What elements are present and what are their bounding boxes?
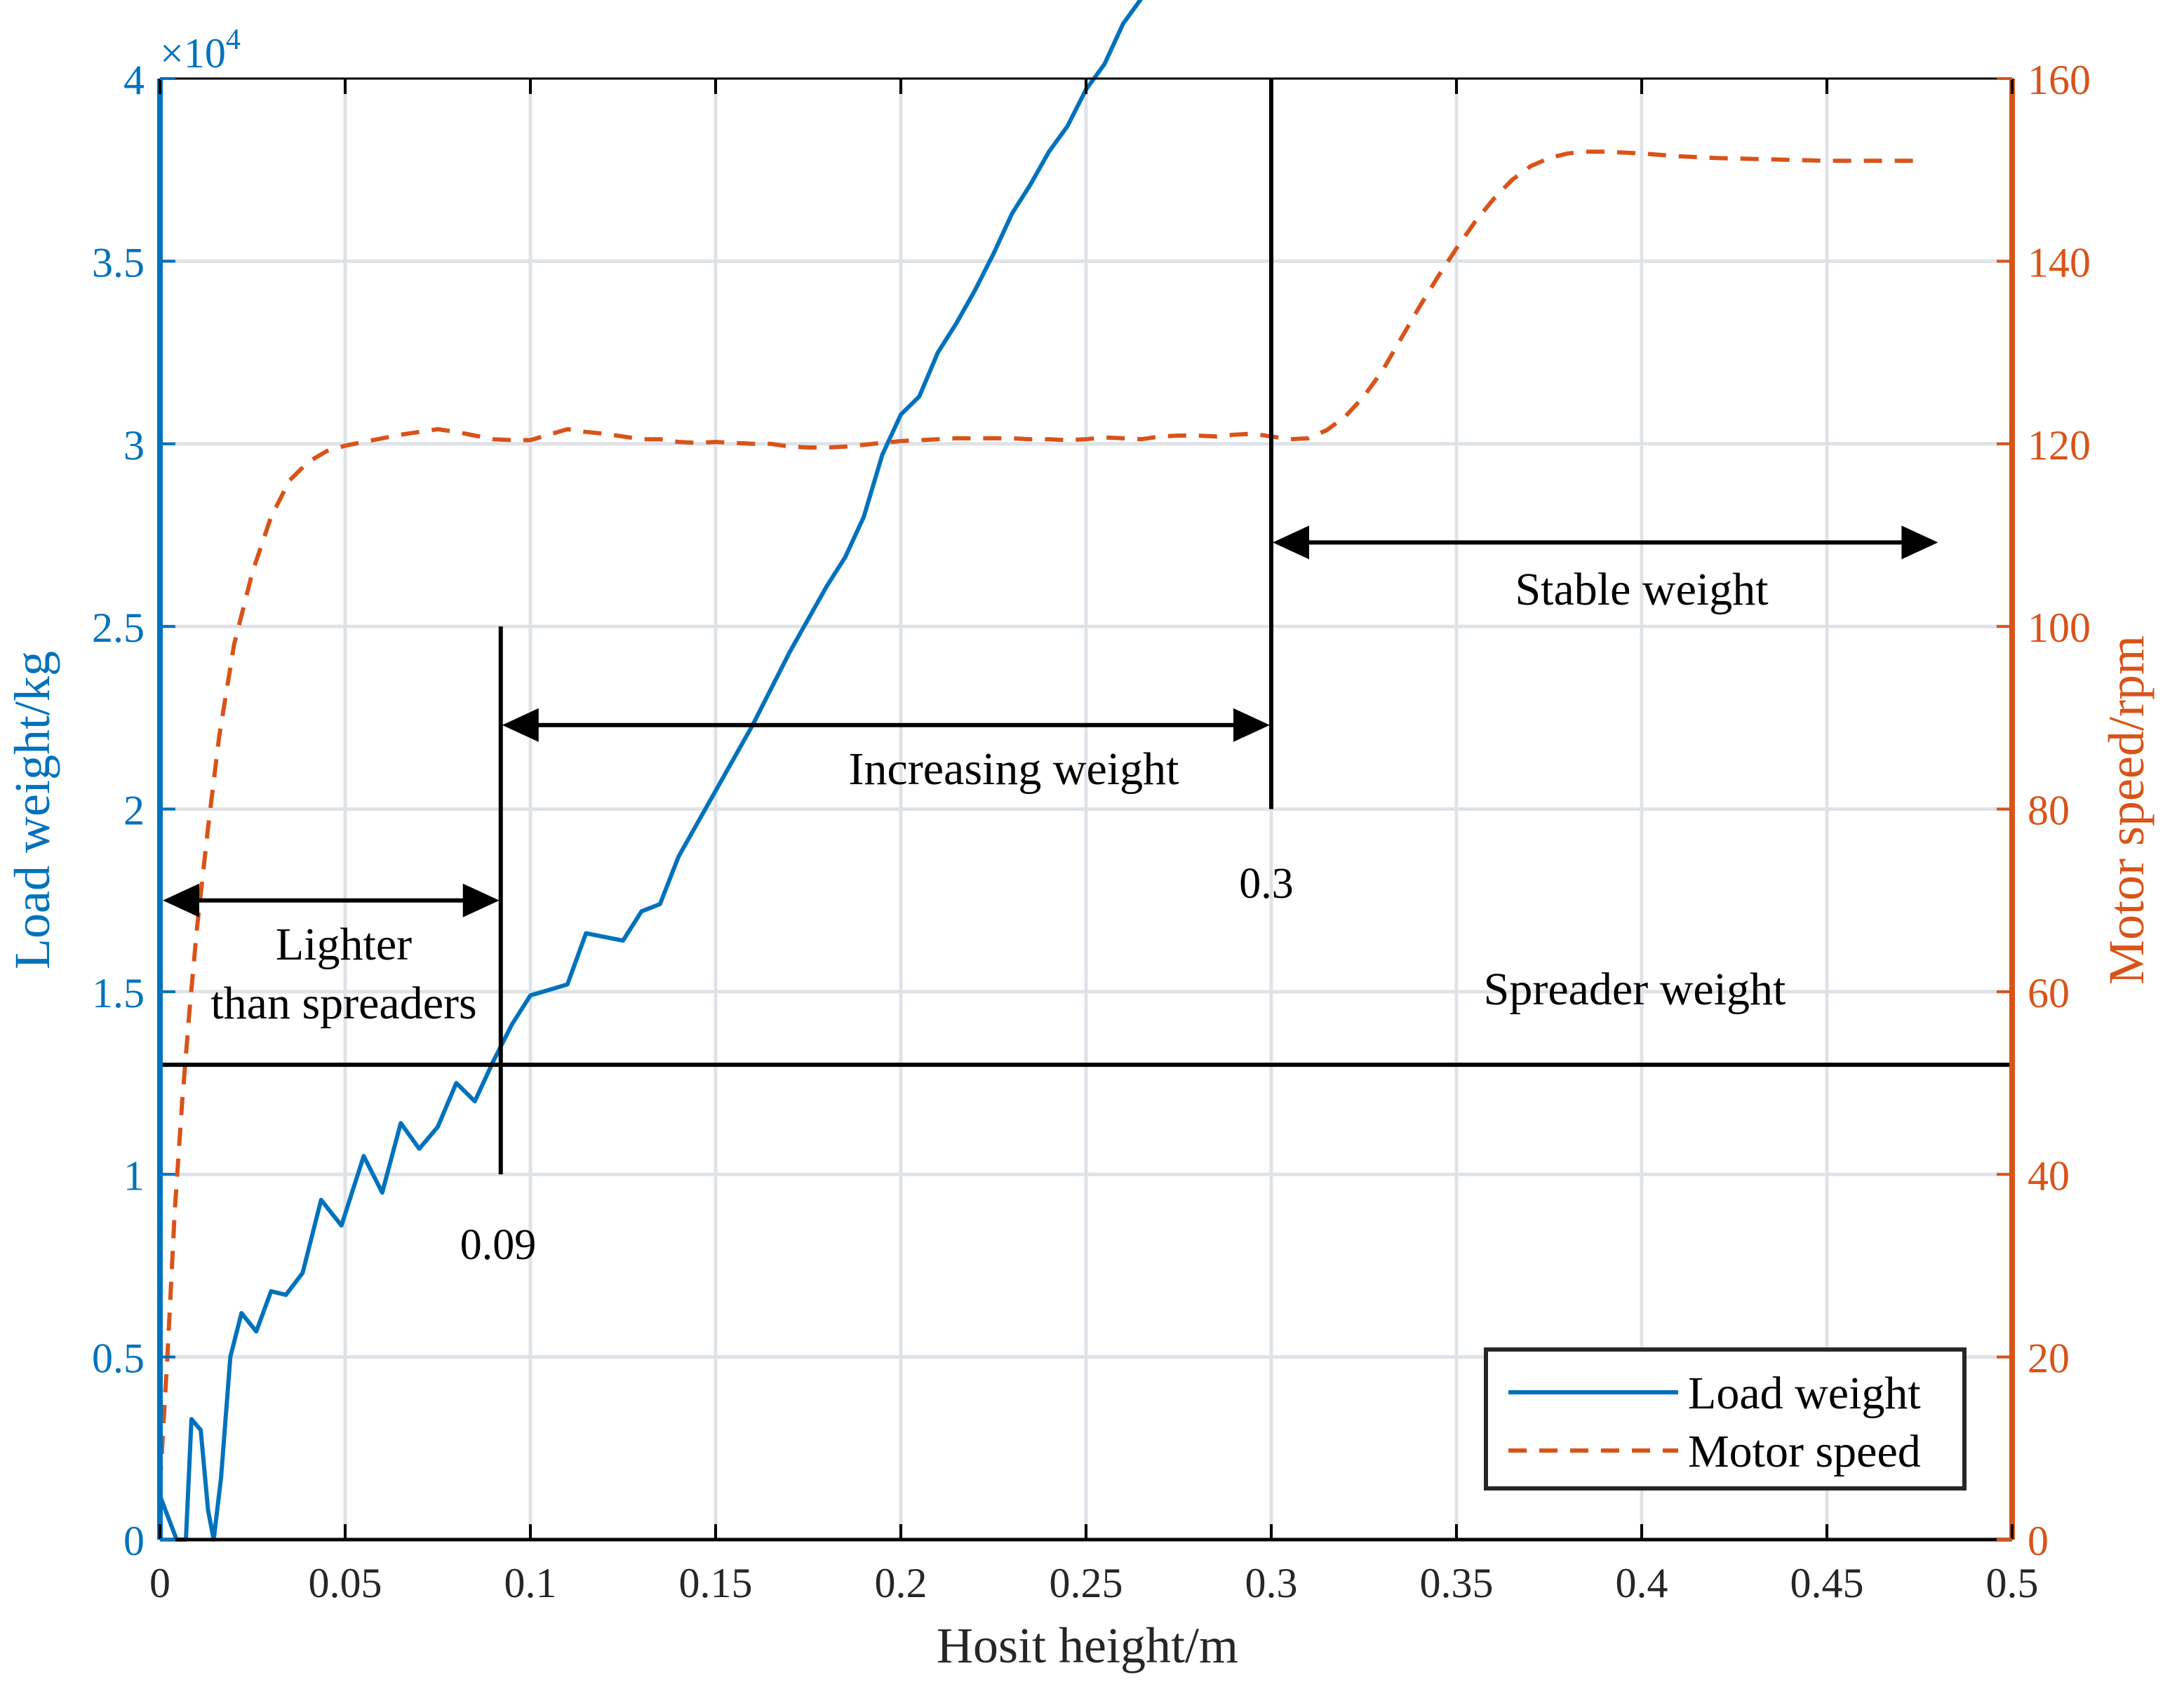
x-tick-label: 0.1 bbox=[504, 1560, 557, 1606]
y-left-tick-label: 3 bbox=[123, 422, 145, 469]
y-left-tick-label: 1 bbox=[123, 1152, 145, 1199]
x-tick-label: 0.15 bbox=[679, 1560, 753, 1606]
legend-box bbox=[1484, 1347, 1967, 1491]
marker-03-label: 0.3 bbox=[1239, 860, 1294, 908]
y-left-tick-label: 2 bbox=[123, 788, 145, 834]
lighter-label-line2: than spreaders bbox=[210, 978, 476, 1029]
increasing-arrow-head-left bbox=[502, 708, 539, 742]
y-left-tick-label: 1.5 bbox=[92, 970, 145, 1016]
increasing-weight-label: Increasing weight bbox=[849, 743, 1179, 795]
legend-motor-speed-label: Motor speed bbox=[1688, 1426, 1921, 1477]
legend: Load weight Motor speed bbox=[1484, 1347, 1967, 1491]
y-right-tick-label: 40 bbox=[2028, 1152, 2070, 1199]
lighter-arrow bbox=[163, 883, 500, 917]
x-tick-label: 0.45 bbox=[1790, 1560, 1864, 1606]
x-tick-label: 0.05 bbox=[309, 1560, 382, 1606]
y-axis-left-title: Load weight/kg bbox=[4, 651, 60, 969]
y-left-tick-label: 0 bbox=[123, 1518, 145, 1564]
stable-arrow-head-right bbox=[1901, 525, 1938, 560]
x-tick-label: 0.2 bbox=[875, 1560, 927, 1606]
y-right-tick-label: 100 bbox=[2028, 605, 2091, 651]
load-weight-series bbox=[158, 0, 1144, 1542]
lighter-arrow-head-left bbox=[163, 883, 199, 917]
annotations-layer bbox=[158, 79, 2012, 1175]
legend-load-weight-label: Load weight bbox=[1688, 1368, 1921, 1419]
y-left-tick-label: 4 bbox=[123, 57, 145, 103]
series-layer bbox=[158, 0, 1920, 1542]
stable-arrow bbox=[1273, 525, 1938, 560]
y-right-tick-label: 0 bbox=[2028, 1518, 2049, 1564]
lighter-label-line1: Lighter bbox=[276, 919, 412, 970]
increasing-arrow bbox=[502, 708, 1270, 742]
x-tick-label: 0 bbox=[149, 1560, 170, 1606]
stable-weight-label: Stable weight bbox=[1515, 564, 1768, 615]
y-axis-right-title: Motor speed/rpm bbox=[2098, 635, 2155, 985]
x-tick-label: 0.35 bbox=[1420, 1560, 1494, 1606]
motor-speed-series bbox=[158, 149, 1920, 1486]
y-right-tick-label: 120 bbox=[2028, 422, 2091, 469]
spreader-weight-label: Spreader weight bbox=[1484, 964, 1786, 1015]
y-left-tick-label: 0.5 bbox=[92, 1335, 145, 1382]
y-right-tick-label: 160 bbox=[2028, 57, 2091, 103]
x-tick-label: 0.5 bbox=[1986, 1560, 2039, 1606]
y-right-tick-label: 20 bbox=[2028, 1335, 2070, 1382]
y-left-tick-label: 3.5 bbox=[92, 239, 145, 285]
x-tick-label: 0.4 bbox=[1616, 1560, 1668, 1606]
y-right-tick-label: 140 bbox=[2028, 239, 2091, 285]
axes-layer: 0 0.05 0.1 0.15 0.2 0.25 0.3 0.35 0.4 0.45 0.500.5… bbox=[92, 57, 2091, 1606]
x-tick-label: 0.25 bbox=[1050, 1560, 1123, 1606]
y-right-tick-label: 60 bbox=[2028, 970, 2070, 1016]
lighter-arrow-head-right bbox=[462, 883, 500, 917]
y-left-tick-label: 2.5 bbox=[92, 605, 145, 651]
y-right-tick-label: 80 bbox=[2028, 788, 2070, 834]
stable-arrow-head-left bbox=[1273, 525, 1309, 560]
y-axis-left-multiplier: ×104 bbox=[160, 24, 241, 76]
marker-009-label: 0.09 bbox=[460, 1221, 537, 1269]
x-axis-title: Hosit height/m bbox=[937, 1617, 1238, 1674]
x-tick-label: 0.3 bbox=[1245, 1560, 1298, 1606]
increasing-arrow-head-right bbox=[1233, 708, 1270, 742]
